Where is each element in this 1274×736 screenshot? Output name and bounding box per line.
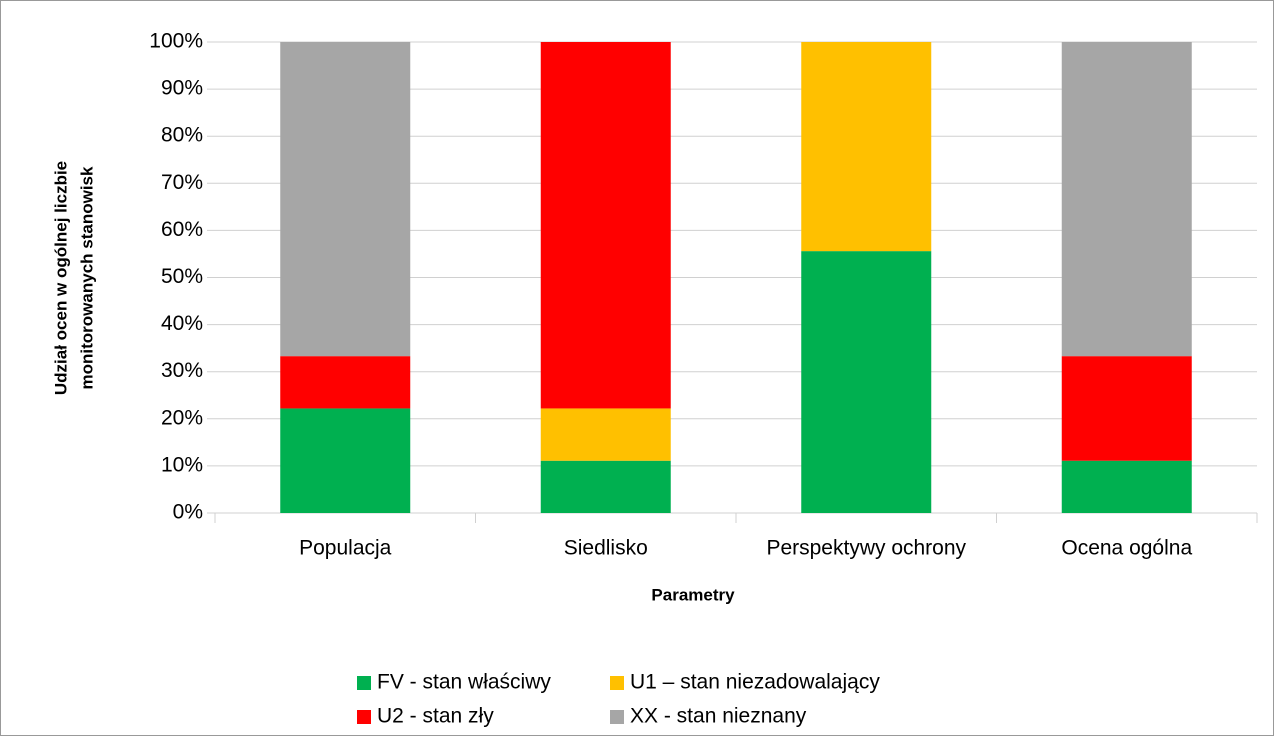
y-tick-label: 60% [161, 218, 203, 241]
bar-segment [540, 460, 671, 513]
y-tick-label: 80% [161, 124, 203, 147]
x-tick-label: Siedlisko [564, 537, 648, 560]
y-tick-label: 90% [161, 77, 203, 100]
bar-segment [280, 356, 411, 409]
y-axis-label: monitorowanych stanowisk [77, 166, 96, 389]
y-tick-label: 50% [161, 265, 203, 288]
y-tick-label: 70% [161, 171, 203, 194]
y-axis-label: Udział ocen w ogólnej liczbie [51, 161, 70, 395]
y-tick-label: 100% [149, 30, 203, 53]
bar-segment [280, 42, 411, 357]
bar-segment [801, 251, 932, 513]
legend-label: XX - stan nieznany [630, 705, 807, 728]
y-tick-label: 40% [161, 312, 203, 335]
legend-swatch [610, 676, 624, 690]
x-axis-label: Parametry [651, 585, 735, 604]
x-tick-label: Perspektywy ochrony [766, 537, 966, 560]
legend-label: U2 - stan zły [377, 705, 494, 728]
legend-swatch [357, 676, 371, 690]
bar-segment [801, 42, 932, 252]
legend-swatch [610, 710, 624, 724]
bar-segment [540, 42, 671, 409]
bar-segment [1061, 356, 1192, 461]
bar-segment [1061, 460, 1192, 513]
x-tick-label: Ocena ogólna [1061, 537, 1192, 560]
y-tick-label: 20% [161, 406, 203, 429]
y-tick-label: 30% [161, 359, 203, 382]
legend-label: U1 – stan niezadowalający [630, 671, 880, 694]
y-tick-label: 0% [173, 501, 203, 524]
y-tick-label: 10% [161, 453, 203, 476]
legend-swatch [357, 710, 371, 724]
x-tick-label: Populacja [299, 537, 392, 560]
legend-label: FV - stan właściwy [377, 671, 551, 694]
bar-segment [540, 408, 671, 461]
bar-segment [280, 408, 411, 513]
bar-segment [1061, 42, 1192, 357]
